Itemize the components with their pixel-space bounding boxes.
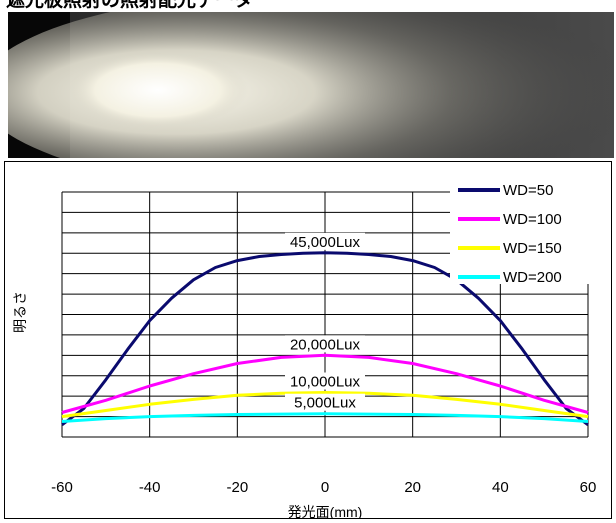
legend-label: WD=50	[503, 182, 553, 199]
legend-label: WD=100	[503, 211, 562, 228]
x-tick-label: -40	[139, 479, 161, 496]
annotation-label: 20,000Lux	[290, 336, 361, 353]
x-tick-label: -20	[226, 479, 248, 496]
x-tick-label: -60	[51, 479, 73, 496]
x-tick-label: 0	[321, 479, 329, 496]
legend-label: WD=150	[503, 240, 562, 257]
beam-photo-image	[8, 12, 614, 158]
annotation-label: 5,000Lux	[294, 395, 356, 412]
x-tick-label: 40	[492, 479, 509, 496]
chart-frame: 45,000Lux 20,000Lux 10,000Lux 5,000Lux -60 -4…	[4, 161, 612, 519]
x-tick-label: 60	[580, 479, 597, 496]
annotation-label: 10,000Lux	[290, 373, 361, 390]
y-axis-label: 明るさ	[12, 291, 28, 333]
x-axis-label: 発光面(mm)	[288, 504, 363, 518]
legend-label: WD=200	[503, 269, 562, 286]
page-title: 遮光板照射の照射配光データ	[6, 0, 606, 12]
light-distribution-chart: 45,000Lux 20,000Lux 10,000Lux 5,000Lux -60 -4…	[5, 162, 611, 518]
x-tick-label: 20	[404, 479, 421, 496]
annotation-label: 45,000Lux	[290, 234, 361, 251]
beam-photo	[8, 12, 614, 158]
